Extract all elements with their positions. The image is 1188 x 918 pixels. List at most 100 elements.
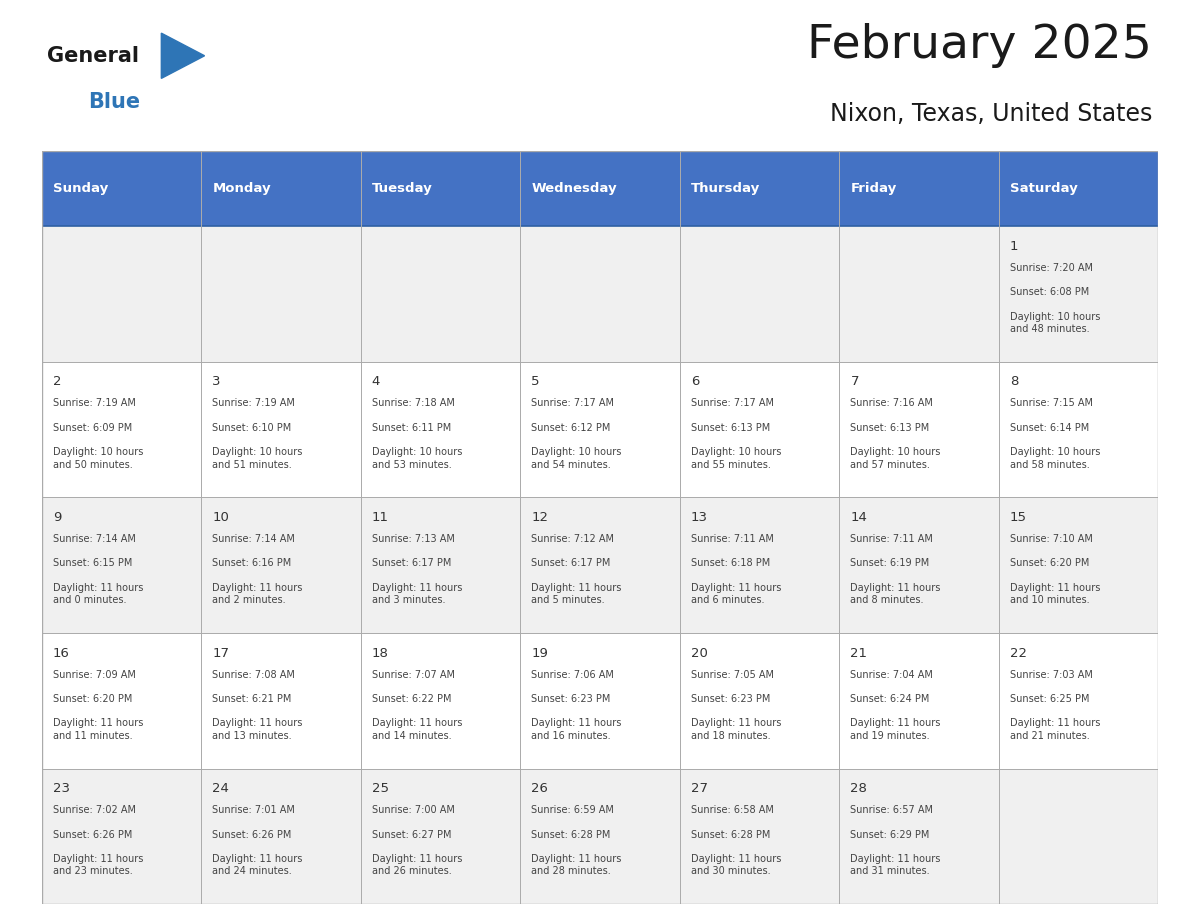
Text: Sunset: 6:10 PM: Sunset: 6:10 PM <box>213 422 291 432</box>
Text: Sunset: 6:24 PM: Sunset: 6:24 PM <box>851 694 930 704</box>
Text: Sunrise: 6:59 AM: Sunrise: 6:59 AM <box>531 805 614 815</box>
Text: Sunset: 6:23 PM: Sunset: 6:23 PM <box>531 694 611 704</box>
Polygon shape <box>162 33 204 78</box>
Text: Daylight: 10 hours
and 57 minutes.: Daylight: 10 hours and 57 minutes. <box>851 447 941 469</box>
Text: Sunrise: 7:19 AM: Sunrise: 7:19 AM <box>52 398 135 409</box>
Text: 5: 5 <box>531 375 539 388</box>
Text: Saturday: Saturday <box>1010 183 1078 196</box>
Bar <box>999 362 1158 498</box>
Text: 2: 2 <box>52 375 62 388</box>
Text: Sunrise: 7:01 AM: Sunrise: 7:01 AM <box>213 805 295 815</box>
Bar <box>839 151 999 226</box>
Text: Friday: Friday <box>851 183 897 196</box>
Bar <box>361 362 520 498</box>
Bar <box>201 151 361 226</box>
Text: 25: 25 <box>372 782 388 795</box>
Text: 28: 28 <box>851 782 867 795</box>
Text: Sunrise: 7:11 AM: Sunrise: 7:11 AM <box>691 534 773 544</box>
Bar <box>361 226 520 362</box>
Text: Daylight: 10 hours
and 54 minutes.: Daylight: 10 hours and 54 minutes. <box>531 447 621 469</box>
Text: Sunset: 6:20 PM: Sunset: 6:20 PM <box>1010 558 1089 568</box>
Bar <box>361 633 520 768</box>
Text: 12: 12 <box>531 511 549 524</box>
Text: Daylight: 11 hours
and 3 minutes.: Daylight: 11 hours and 3 minutes. <box>372 583 462 605</box>
Text: Sunset: 6:25 PM: Sunset: 6:25 PM <box>1010 694 1089 704</box>
Text: General: General <box>46 46 139 66</box>
Text: Sunset: 6:13 PM: Sunset: 6:13 PM <box>691 422 770 432</box>
Bar <box>42 362 201 498</box>
Bar <box>520 768 680 904</box>
Text: Sunset: 6:17 PM: Sunset: 6:17 PM <box>531 558 611 568</box>
Bar <box>999 633 1158 768</box>
Text: Daylight: 11 hours
and 30 minutes.: Daylight: 11 hours and 30 minutes. <box>691 854 782 877</box>
Bar <box>42 498 201 633</box>
Text: Daylight: 11 hours
and 13 minutes.: Daylight: 11 hours and 13 minutes. <box>213 719 303 741</box>
Text: Sunrise: 7:05 AM: Sunrise: 7:05 AM <box>691 669 773 679</box>
Text: Daylight: 11 hours
and 24 minutes.: Daylight: 11 hours and 24 minutes. <box>213 854 303 877</box>
Text: Sunset: 6:12 PM: Sunset: 6:12 PM <box>531 422 611 432</box>
Text: Daylight: 11 hours
and 2 minutes.: Daylight: 11 hours and 2 minutes. <box>213 583 303 605</box>
Text: Wednesday: Wednesday <box>531 183 617 196</box>
Text: 20: 20 <box>691 646 708 659</box>
Text: 26: 26 <box>531 782 548 795</box>
Bar <box>680 768 839 904</box>
Text: Daylight: 11 hours
and 23 minutes.: Daylight: 11 hours and 23 minutes. <box>52 854 143 877</box>
Text: Daylight: 11 hours
and 14 minutes.: Daylight: 11 hours and 14 minutes. <box>372 719 462 741</box>
Bar <box>520 498 680 633</box>
Text: Sunset: 6:21 PM: Sunset: 6:21 PM <box>213 694 291 704</box>
Text: Sunday: Sunday <box>52 183 108 196</box>
Text: Sunrise: 7:20 AM: Sunrise: 7:20 AM <box>1010 263 1093 273</box>
Text: Daylight: 10 hours
and 53 minutes.: Daylight: 10 hours and 53 minutes. <box>372 447 462 469</box>
Text: Sunset: 6:28 PM: Sunset: 6:28 PM <box>531 830 611 840</box>
Text: 27: 27 <box>691 782 708 795</box>
Text: Sunset: 6:29 PM: Sunset: 6:29 PM <box>851 830 930 840</box>
Bar <box>999 226 1158 362</box>
Bar <box>680 498 839 633</box>
Text: Daylight: 11 hours
and 18 minutes.: Daylight: 11 hours and 18 minutes. <box>691 719 782 741</box>
Text: Daylight: 11 hours
and 19 minutes.: Daylight: 11 hours and 19 minutes. <box>851 719 941 741</box>
Text: Sunrise: 7:00 AM: Sunrise: 7:00 AM <box>372 805 455 815</box>
Text: Daylight: 11 hours
and 5 minutes.: Daylight: 11 hours and 5 minutes. <box>531 583 621 605</box>
Text: 22: 22 <box>1010 646 1026 659</box>
Text: Sunset: 6:16 PM: Sunset: 6:16 PM <box>213 558 291 568</box>
Text: February 2025: February 2025 <box>808 23 1152 68</box>
Text: Sunset: 6:22 PM: Sunset: 6:22 PM <box>372 694 451 704</box>
Text: Monday: Monday <box>213 183 271 196</box>
Text: Daylight: 10 hours
and 58 minutes.: Daylight: 10 hours and 58 minutes. <box>1010 447 1100 469</box>
Text: Daylight: 10 hours
and 48 minutes.: Daylight: 10 hours and 48 minutes. <box>1010 311 1100 334</box>
Text: Sunset: 6:15 PM: Sunset: 6:15 PM <box>52 558 132 568</box>
Text: Sunset: 6:17 PM: Sunset: 6:17 PM <box>372 558 451 568</box>
Bar <box>201 633 361 768</box>
Bar <box>201 768 361 904</box>
Text: Sunrise: 7:08 AM: Sunrise: 7:08 AM <box>213 669 295 679</box>
Text: 13: 13 <box>691 511 708 524</box>
Bar <box>201 226 361 362</box>
Text: 18: 18 <box>372 646 388 659</box>
Bar <box>520 362 680 498</box>
Bar <box>839 498 999 633</box>
Bar <box>361 768 520 904</box>
Text: 10: 10 <box>213 511 229 524</box>
Text: Sunset: 6:26 PM: Sunset: 6:26 PM <box>52 830 132 840</box>
Text: Sunrise: 7:03 AM: Sunrise: 7:03 AM <box>1010 669 1093 679</box>
Text: Daylight: 11 hours
and 21 minutes.: Daylight: 11 hours and 21 minutes. <box>1010 719 1100 741</box>
Text: Sunrise: 7:16 AM: Sunrise: 7:16 AM <box>851 398 934 409</box>
Text: Thursday: Thursday <box>691 183 760 196</box>
Text: Sunrise: 6:58 AM: Sunrise: 6:58 AM <box>691 805 773 815</box>
Bar <box>42 226 201 362</box>
Bar <box>680 151 839 226</box>
Text: 6: 6 <box>691 375 700 388</box>
Bar <box>42 768 201 904</box>
Bar <box>520 633 680 768</box>
Bar <box>201 498 361 633</box>
Text: Sunrise: 6:57 AM: Sunrise: 6:57 AM <box>851 805 934 815</box>
Text: 11: 11 <box>372 511 388 524</box>
Text: Sunset: 6:13 PM: Sunset: 6:13 PM <box>851 422 930 432</box>
Bar <box>361 498 520 633</box>
Text: Daylight: 11 hours
and 31 minutes.: Daylight: 11 hours and 31 minutes. <box>851 854 941 877</box>
Text: Daylight: 11 hours
and 28 minutes.: Daylight: 11 hours and 28 minutes. <box>531 854 621 877</box>
Text: Sunset: 6:14 PM: Sunset: 6:14 PM <box>1010 422 1089 432</box>
Bar <box>680 633 839 768</box>
Text: Sunrise: 7:18 AM: Sunrise: 7:18 AM <box>372 398 455 409</box>
Text: 1: 1 <box>1010 240 1018 252</box>
